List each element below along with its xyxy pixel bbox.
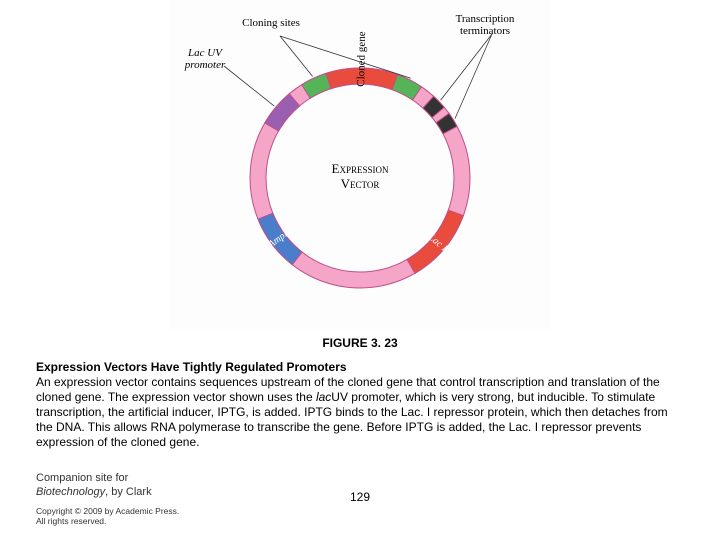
page-root: Cloned geneAmpRLac I Cloning sites Lac U… <box>0 0 720 540</box>
figure-caption: Expression Vectors Have Tightly Regulate… <box>36 360 684 450</box>
page-number: 129 <box>0 490 720 504</box>
caption-text-em: lac <box>316 390 331 404</box>
caption-title: Expression Vectors Have Tightly Regulate… <box>36 360 347 374</box>
svg-text:Cloned gene: Cloned gene <box>355 31 368 87</box>
expression-vector-figure: Cloned geneAmpRLac I Cloning sites Lac U… <box>170 0 550 330</box>
footer-copyright: Copyright © 2009 by Academic Press. All … <box>36 506 179 526</box>
figure-number: FIGURE 3. 23 <box>0 336 720 350</box>
vector-center-label: Expression Vector <box>300 162 420 192</box>
lacuv-promoter-label: Lac UV promoter <box>170 48 240 71</box>
cloning-sites-label: Cloning sites <box>226 18 316 30</box>
terminators-label: Transcription terminators <box>430 14 540 37</box>
